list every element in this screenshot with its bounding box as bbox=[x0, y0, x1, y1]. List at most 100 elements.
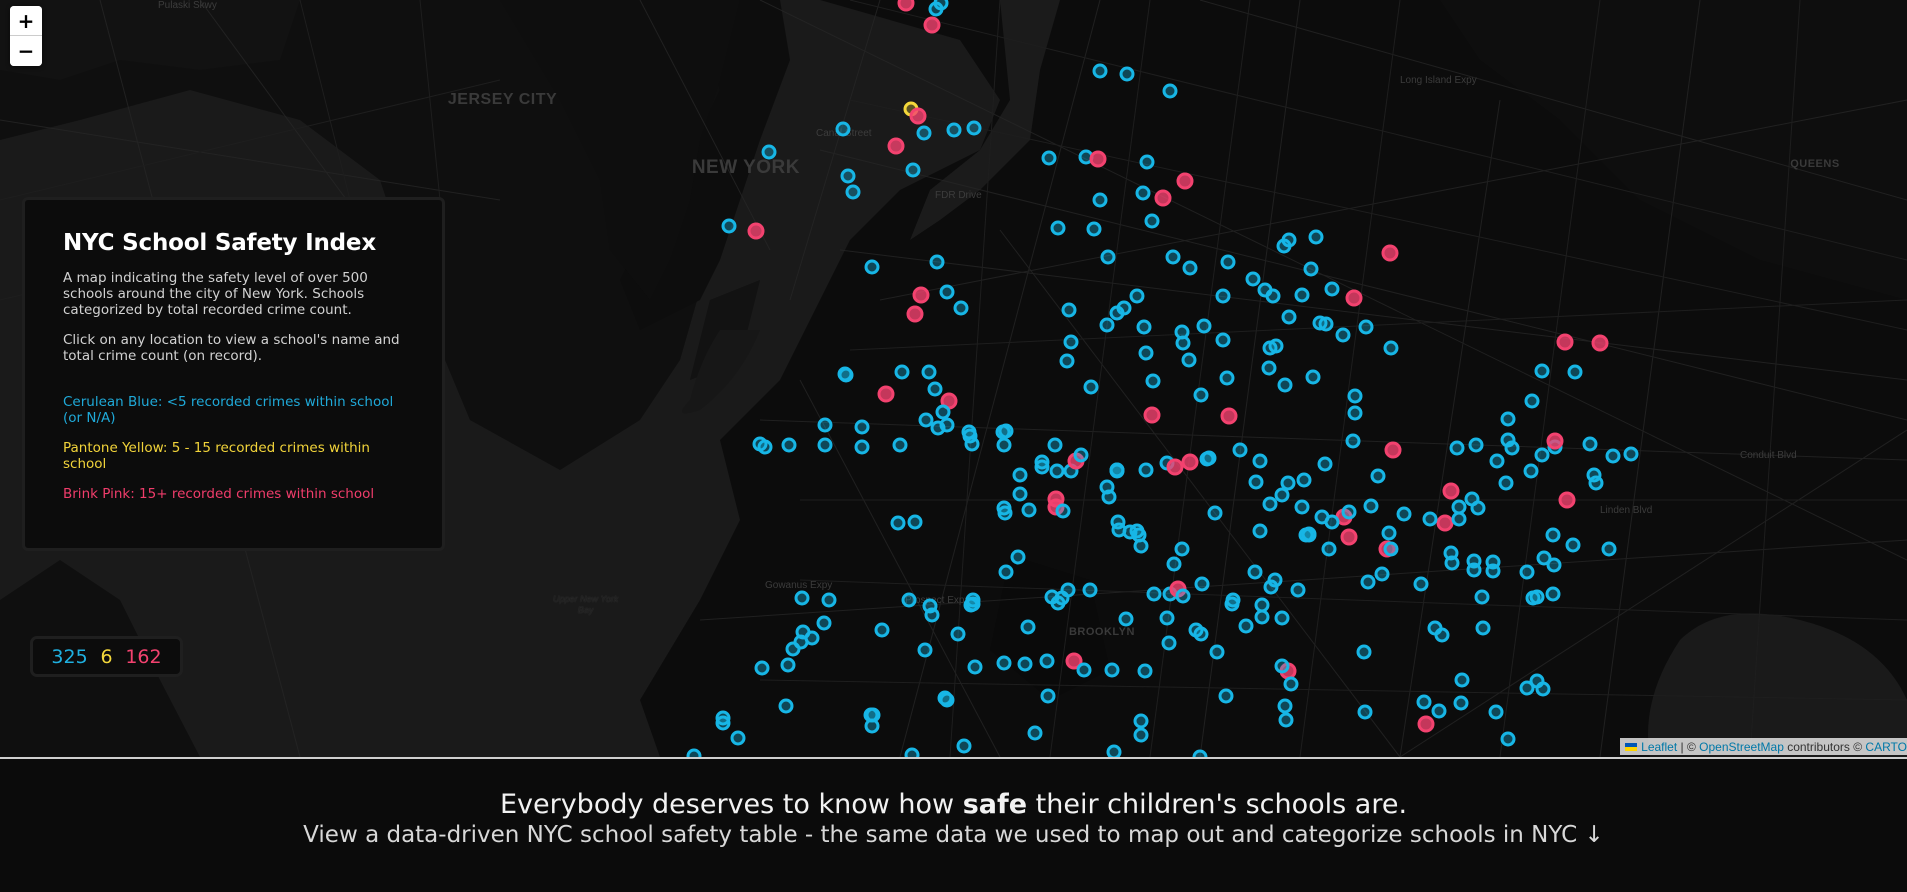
school-marker-blue[interactable] bbox=[1500, 411, 1516, 427]
school-marker-blue[interactable] bbox=[1363, 498, 1379, 514]
school-marker-blue[interactable] bbox=[1232, 442, 1248, 458]
school-marker-blue[interactable] bbox=[930, 420, 946, 436]
school-marker-blue[interactable] bbox=[1453, 695, 1469, 711]
school-marker-blue[interactable] bbox=[1451, 511, 1467, 527]
openstreetmap-link[interactable]: OpenStreetMap bbox=[1699, 740, 1784, 754]
school-marker-blue[interactable] bbox=[865, 707, 881, 723]
school-marker-blue[interactable] bbox=[816, 615, 832, 631]
school-marker-blue[interactable] bbox=[1278, 712, 1294, 728]
school-marker-blue[interactable] bbox=[837, 366, 853, 382]
school-marker-blue[interactable] bbox=[1413, 576, 1429, 592]
school-marker-blue[interactable] bbox=[892, 437, 908, 453]
school-marker-pink[interactable] bbox=[1340, 528, 1358, 546]
school-marker-blue[interactable] bbox=[1133, 727, 1149, 743]
school-marker-blue[interactable] bbox=[1252, 523, 1268, 539]
school-marker-blue[interactable] bbox=[1280, 475, 1296, 491]
school-marker-blue[interactable] bbox=[1034, 459, 1050, 475]
school-marker-blue[interactable] bbox=[1182, 260, 1198, 276]
school-marker-blue[interactable] bbox=[1135, 185, 1151, 201]
school-marker-blue[interactable] bbox=[1524, 393, 1540, 409]
school-marker-blue[interactable] bbox=[1317, 456, 1333, 472]
school-marker-blue[interactable] bbox=[1308, 229, 1324, 245]
school-marker-blue[interactable] bbox=[1267, 572, 1283, 588]
school-marker-blue[interactable] bbox=[1137, 663, 1153, 679]
school-marker-pink[interactable] bbox=[1381, 244, 1399, 262]
school-marker-blue[interactable] bbox=[1248, 474, 1264, 490]
school-marker-blue[interactable] bbox=[1116, 300, 1132, 316]
school-marker-blue[interactable] bbox=[1245, 271, 1261, 287]
school-marker-blue[interactable] bbox=[1225, 592, 1241, 608]
school-marker-blue[interactable] bbox=[864, 259, 880, 275]
school-marker-pink[interactable] bbox=[1089, 150, 1107, 168]
school-marker-blue[interactable] bbox=[1133, 713, 1149, 729]
school-marker-blue[interactable] bbox=[1345, 433, 1361, 449]
school-marker-blue[interactable] bbox=[946, 122, 962, 138]
school-marker-blue[interactable] bbox=[953, 300, 969, 316]
school-marker-blue[interactable] bbox=[1294, 499, 1310, 515]
school-marker-blue[interactable] bbox=[817, 417, 833, 433]
school-marker-blue[interactable] bbox=[1144, 213, 1160, 229]
school-marker-blue[interactable] bbox=[1474, 589, 1490, 605]
school-marker-blue[interactable] bbox=[1049, 463, 1065, 479]
school-marker-blue[interactable] bbox=[1106, 744, 1122, 757]
school-marker-blue[interactable] bbox=[1488, 704, 1504, 720]
school-marker-blue[interactable] bbox=[1209, 644, 1225, 660]
school-marker-blue[interactable] bbox=[918, 412, 934, 428]
school-marker-pink[interactable] bbox=[1442, 482, 1460, 500]
school-marker-blue[interactable] bbox=[1174, 324, 1190, 340]
school-marker-pink[interactable] bbox=[1417, 715, 1435, 733]
school-marker-blue[interactable] bbox=[927, 381, 943, 397]
school-marker-blue[interactable] bbox=[929, 254, 945, 270]
school-marker-pink[interactable] bbox=[897, 0, 915, 12]
school-marker-blue[interactable] bbox=[1335, 327, 1351, 343]
school-marker-blue[interactable] bbox=[1219, 370, 1235, 386]
school-marker-blue[interactable] bbox=[1162, 83, 1178, 99]
school-marker-blue[interactable] bbox=[1111, 522, 1127, 538]
school-marker-blue[interactable] bbox=[1545, 527, 1561, 543]
school-marker-blue[interactable] bbox=[1277, 698, 1293, 714]
zoom-in-button[interactable]: + bbox=[10, 6, 42, 36]
school-marker-blue[interactable] bbox=[966, 120, 982, 136]
school-marker-blue[interactable] bbox=[1475, 620, 1491, 636]
school-marker-blue[interactable] bbox=[1466, 553, 1482, 569]
school-marker-blue[interactable] bbox=[997, 505, 1013, 521]
school-marker-pink[interactable] bbox=[1176, 172, 1194, 190]
school-marker-blue[interactable] bbox=[1119, 66, 1135, 82]
school-marker-blue[interactable] bbox=[1535, 681, 1551, 697]
school-marker-blue[interactable] bbox=[1582, 436, 1598, 452]
school-marker-blue[interactable] bbox=[1012, 486, 1028, 502]
school-marker-blue[interactable] bbox=[1252, 453, 1268, 469]
school-marker-blue[interactable] bbox=[1318, 316, 1334, 332]
school-marker-blue[interactable] bbox=[1047, 437, 1063, 453]
school-marker-pink[interactable] bbox=[1166, 458, 1184, 476]
school-marker-blue[interactable] bbox=[1020, 619, 1036, 635]
school-marker-blue[interactable] bbox=[1523, 463, 1539, 479]
school-marker-blue[interactable] bbox=[1565, 537, 1581, 553]
school-marker-blue[interactable] bbox=[854, 419, 870, 435]
school-marker-blue[interactable] bbox=[1100, 249, 1116, 265]
school-marker-blue[interactable] bbox=[1277, 377, 1293, 393]
school-marker-blue[interactable] bbox=[1588, 475, 1604, 491]
school-marker-blue[interactable] bbox=[1012, 467, 1028, 483]
school-marker-blue[interactable] bbox=[1489, 453, 1505, 469]
school-marker-blue[interactable] bbox=[1086, 221, 1102, 237]
school-marker-blue[interactable] bbox=[1109, 463, 1125, 479]
school-marker-blue[interactable] bbox=[1218, 688, 1234, 704]
school-marker-blue[interactable] bbox=[935, 404, 951, 420]
school-marker-blue[interactable] bbox=[1063, 334, 1079, 350]
school-marker-blue[interactable] bbox=[1181, 352, 1197, 368]
school-marker-blue[interactable] bbox=[1281, 309, 1297, 325]
school-marker-blue[interactable] bbox=[1193, 387, 1209, 403]
school-marker-blue[interactable] bbox=[821, 592, 837, 608]
school-marker-blue[interactable] bbox=[1082, 582, 1098, 598]
school-marker-blue[interactable] bbox=[1536, 550, 1552, 566]
school-marker-blue[interactable] bbox=[1500, 731, 1516, 747]
school-marker-blue[interactable] bbox=[1545, 586, 1561, 602]
school-marker-blue[interactable] bbox=[785, 641, 801, 657]
school-marker-blue[interactable] bbox=[890, 515, 906, 531]
school-marker-blue[interactable] bbox=[1396, 506, 1412, 522]
school-marker-blue[interactable] bbox=[939, 692, 955, 708]
school-marker-blue[interactable] bbox=[1274, 658, 1290, 674]
carto-link[interactable]: CARTO bbox=[1865, 740, 1907, 754]
school-marker-blue[interactable] bbox=[1324, 514, 1340, 530]
